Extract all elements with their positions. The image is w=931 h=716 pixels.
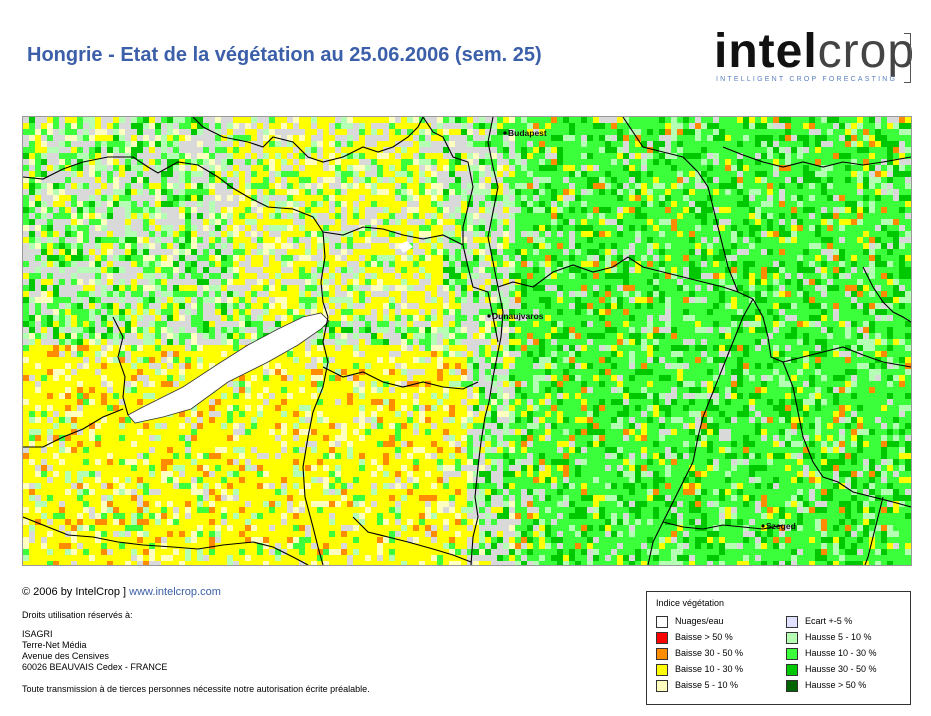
copyright-text: © 2006 by IntelCrop ]: [22, 586, 127, 598]
legend-swatch: [656, 664, 668, 676]
legend-swatch: [656, 648, 668, 660]
legend-swatch: [786, 648, 798, 660]
legend-swatch: [786, 632, 798, 644]
city-dot: [761, 524, 765, 528]
vegetation-map: Budapest Dunaujvaros Szeged: [22, 116, 912, 566]
copyright-line: © 2006 by IntelCrop ] www.intelcrop.com: [22, 586, 221, 598]
legend-swatch: [786, 616, 798, 628]
lake-balaton: [127, 312, 330, 424]
address-line: Avenue des Censives: [22, 651, 109, 661]
legend: Indice végétation Nuages/eau Baisse > 50…: [646, 591, 911, 705]
logo-bracket: [904, 33, 911, 83]
address-line: Terre-Net Média: [22, 640, 87, 650]
legend-swatch: [656, 616, 668, 628]
lake-velence: [398, 241, 413, 253]
address-line: 60026 BEAUVAIS Cedex - FRANCE: [22, 662, 168, 672]
legend-swatch: [786, 680, 798, 692]
vegetation-pixels: [23, 117, 911, 565]
city-label: Dunaujvaros: [492, 311, 544, 321]
county-borders: [23, 117, 911, 565]
logo-tagline: INTELLIGENT CROP FORECASTING: [716, 76, 898, 83]
city-markers: Budapest Dunaujvaros Szeged: [487, 128, 796, 531]
city-label: Budapest: [508, 128, 547, 138]
legend-title: Indice végétation: [656, 598, 725, 608]
address-line: ISAGRI: [22, 629, 53, 639]
transmission-notice: Toute transmission à de tierces personne…: [22, 684, 370, 694]
city-label: Szeged: [766, 521, 796, 531]
page-title: Hongrie - Etat de la végétation au 25.06…: [27, 44, 542, 66]
legend-swatch: [656, 680, 668, 692]
website-link[interactable]: www.intelcrop.com: [129, 586, 221, 598]
rights-text: Droits utilisation réservés à:: [22, 610, 133, 620]
city-dot: [503, 131, 507, 135]
intelcrop-logo: intelcrop INTELLIGENT CROP FORECASTING: [714, 26, 914, 90]
city-dot: [487, 314, 491, 318]
legend-swatch: [656, 632, 668, 644]
map-canvas: Budapest Dunaujvaros Szeged: [23, 117, 911, 565]
address-block: ISAGRI Terre-Net Média Avenue des Censiv…: [22, 629, 167, 673]
logo-wordmark: intelcrop: [714, 25, 916, 78]
legend-swatch: [786, 664, 798, 676]
